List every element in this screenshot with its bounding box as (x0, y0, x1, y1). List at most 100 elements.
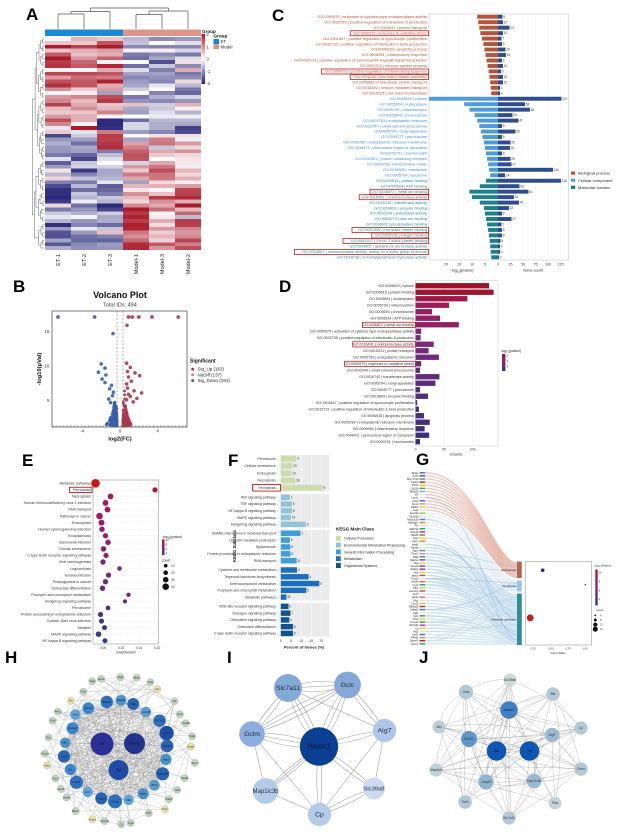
svg-text:Chemokine signaling pathway -: Chemokine signaling pathway - (229, 618, 278, 622)
svg-text:GO:0006954 | inflammatory resp: GO:0006954 | inflammatory response (353, 427, 414, 431)
svg-text:Cellular Processes: Cellular Processes (344, 537, 374, 541)
svg-text:6: 6 (291, 538, 293, 542)
svg-text:Il6: Il6 (100, 742, 104, 746)
svg-text:22: 22 (510, 206, 514, 210)
svg-text:ET-1: ET-1 (56, 254, 62, 266)
svg-text:Osteoclast differentiation -: Osteoclast differentiation - (237, 625, 278, 629)
svg-text:Pfn1: Pfn1 (413, 586, 419, 590)
svg-text:Selenocompound metabolism -: Selenocompound metabolism - (230, 582, 279, 586)
svg-text:Prnp: Prnp (162, 808, 168, 811)
svg-text:Metabolic pathways: Metabolic pathways (491, 617, 516, 621)
svg-text:5: 5 (484, 263, 486, 267)
svg-text:Ptgs2: Ptgs2 (117, 676, 124, 679)
svg-text:GO:0005829 | cytosol: GO:0005829 | cytosol (378, 284, 414, 288)
svg-text:Yersinia infection: Yersinia infection (64, 573, 91, 577)
svg-text:Keap1: Keap1 (187, 746, 195, 749)
svg-text:GO:0005777 | peroxisome: GO:0005777 | peroxisome (371, 388, 414, 392)
svg-text:Human cytomegalovirus infectio: Human cytomegalovirus infection (38, 527, 91, 531)
svg-text:Nampt: Nampt (411, 545, 419, 549)
svg-text:Protein processing in endoplas: Protein processing in endoplasmic reticu… (21, 613, 91, 617)
svg-text:Gclm: Gclm (412, 617, 418, 621)
svg-text:Mta3: Mta3 (413, 555, 419, 559)
svg-text:Viral carcinogenesis: Viral carcinogenesis (59, 560, 91, 564)
svg-text:10: 10 (504, 75, 508, 79)
svg-text:10: 10 (470, 263, 474, 267)
svg-text:4: 4 (501, 244, 503, 248)
svg-text:8: 8 (599, 580, 601, 584)
svg-text:5: 5 (290, 639, 292, 643)
svg-text:C-type lectin receptor signali: C-type lectin receptor signaling pathway… (214, 632, 279, 636)
svg-text:0.20: 0.20 (154, 646, 161, 650)
svg-text:20: 20 (444, 263, 448, 267)
svg-text:Katb: Katb (45, 764, 51, 767)
svg-text:Hmox1: Hmox1 (129, 742, 139, 746)
svg-text:Volcano Plot: Volcano Plot (93, 290, 147, 300)
svg-text:Enrichment: Enrichment (116, 651, 136, 655)
svg-text:1: 1 (207, 44, 210, 49)
svg-text:-1: -1 (207, 69, 211, 74)
svg-text:Necroptosis -: Necroptosis - (257, 479, 278, 483)
svg-text:GO:0005654 | nucleoplasm: GO:0005654 | nucleoplasm (380, 101, 427, 106)
svg-text:GO:0032040 | small-subunit pro: GO:0032040 | small-subunit processome (356, 123, 427, 128)
svg-text:GO:0005654 | nucleoplasm: GO:0005654 | nucleoplasm (369, 297, 414, 301)
svg-text:Ddah2: Ddah2 (411, 505, 419, 509)
svg-text:4: 4 (501, 250, 503, 254)
svg-text:GO:0016226 | iron-sulfur clust: GO:0016226 | iron-sulfur cluster assembl… (354, 74, 427, 79)
svg-text:126: 126 (562, 179, 568, 183)
svg-text:3: 3 (307, 522, 309, 526)
svg-text:8: 8 (503, 228, 505, 232)
svg-text:Slc7a11: Slc7a11 (503, 816, 515, 820)
svg-text:42: 42 (520, 201, 524, 205)
svg-text:Mkl: Mkl (436, 725, 442, 729)
svg-text:Idi1: Idi1 (173, 700, 178, 703)
svg-text:GO:0015031 | protein transport: GO:0015031 | protein transport (363, 349, 414, 353)
svg-text:GO:0008270 | zinc ion binding: GO:0008270 | zinc ion binding (375, 216, 427, 221)
svg-text:GO:0016192 | vesicle-mediated: GO:0016192 | vesicle-mediated transport (356, 85, 428, 90)
svg-text:30: 30 (171, 578, 175, 582)
svg-text:Sig_Down (194): Sig_Down (194) (198, 378, 231, 383)
svg-text:8: 8 (166, 542, 168, 546)
svg-text:4: 4 (298, 568, 300, 572)
svg-text:8: 8 (293, 509, 295, 513)
svg-text:4: 4 (297, 457, 299, 461)
svg-text:Ples: Ples (552, 801, 559, 805)
svg-text:Tsat: Tsat (414, 561, 419, 565)
svg-text:Toxoplasmosis: Toxoplasmosis (67, 534, 91, 538)
svg-text:6: 6 (290, 618, 292, 622)
svg-text:8: 8 (507, 354, 509, 358)
svg-text:GO:0005829 | cytosol: GO:0005829 | cytosol (389, 96, 427, 101)
svg-text:Gsk3a: Gsk3a (411, 580, 419, 584)
svg-text:8: 8 (294, 632, 296, 636)
svg-text:12: 12 (600, 623, 603, 627)
svg-text:Tnf: Tnf (527, 749, 532, 753)
svg-text:GO:0090575 | activation of cys: GO:0090575 | activation of cysteine-type… (310, 329, 414, 333)
svg-text:Ndufa12: Ndufa12 (68, 726, 78, 730)
svg-text:Smc4: Smc4 (412, 502, 419, 506)
svg-text:Foxo1: Foxo1 (411, 577, 419, 581)
svg-text:Emc2: Emc2 (98, 678, 105, 681)
svg-text:GO:0019899 | enzyme binding: GO:0019899 | enzyme binding (364, 394, 414, 398)
svg-text:mt-Nd5: mt-Nd5 (142, 710, 151, 714)
svg-text:100: 100 (470, 448, 476, 452)
svg-text:Count: Count (596, 608, 604, 612)
svg-text:Cox15: Cox15 (411, 601, 419, 605)
svg-text:0.25: 0.25 (530, 646, 536, 650)
svg-text:0: 0 (497, 263, 499, 267)
svg-text:Model-2: Model-2 (186, 254, 192, 274)
svg-text:ET-2: ET-2 (82, 254, 88, 266)
svg-text:GO:0006979 | response to oxida: GO:0006979 | response to oxidative stres… (344, 362, 414, 366)
svg-text:4: 4 (309, 575, 311, 579)
svg-text:Aldh7a1: Aldh7a1 (409, 527, 419, 531)
svg-text:GO:0005783 | endoplasmic retic: GO:0005783 | endoplasmic reticulum (363, 118, 427, 123)
svg-text:6: 6 (289, 604, 291, 608)
svg-text:Fdx1: Fdx1 (53, 777, 59, 780)
svg-text:Group: Group (214, 34, 228, 39)
svg-text:Map1lc3b: Map1lc3b (407, 517, 419, 521)
svg-text:GO:0002376 | immune system pro: GO:0002376 | immune system process (360, 63, 427, 68)
svg-text:Hedgehog signaling pathway -: Hedgehog signaling pathway - (231, 523, 279, 527)
svg-text:NOD-like receptor signaling pa: NOD-like receptor signaling pathway - (219, 605, 279, 609)
svg-text:Bcat1: Bcat1 (412, 471, 419, 475)
svg-text:Significant: Significant (190, 359, 216, 365)
svg-text:27: 27 (512, 217, 516, 221)
svg-text:Metabolism: Metabolism (344, 557, 362, 561)
